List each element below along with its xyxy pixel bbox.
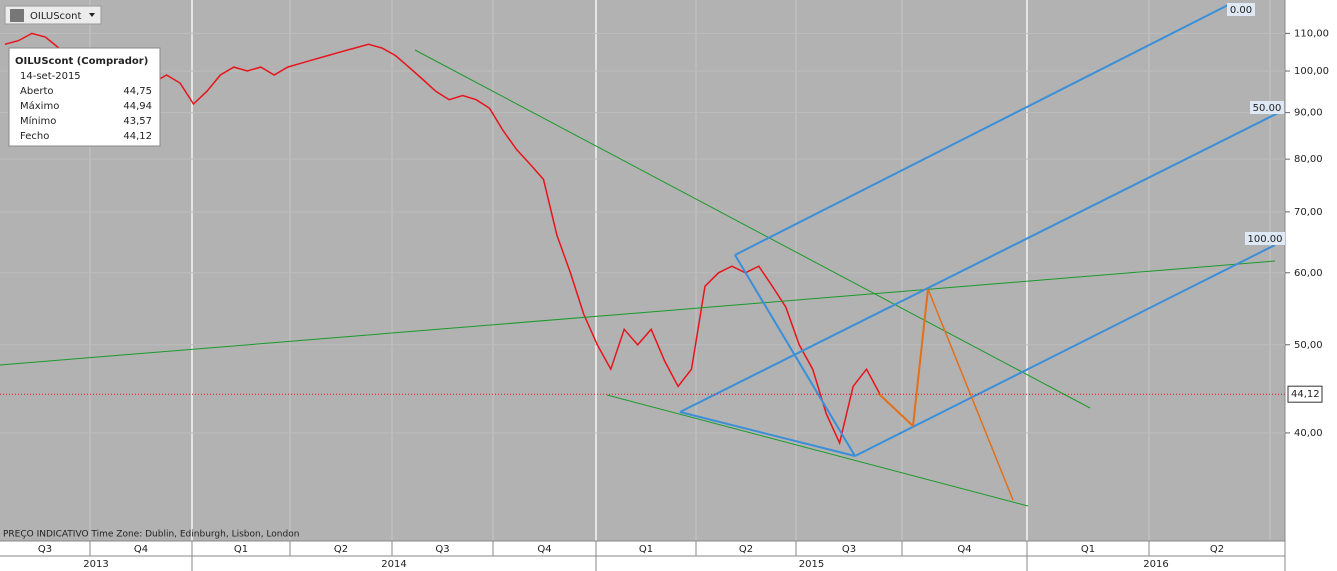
x-tick-label: Q1 [639, 544, 653, 555]
year-label: 2015 [799, 559, 824, 570]
x-tick-label: Q3 [435, 544, 449, 555]
info-value: 43,57 [123, 116, 152, 127]
x-tick-label: Q3 [38, 544, 52, 555]
info-label: Máximo [20, 100, 59, 112]
y-tick-label: 40,00 [1294, 428, 1323, 439]
x-tick-label: Q4 [134, 544, 148, 555]
fib-label: 0.00 [1230, 5, 1252, 16]
info-title: OILUScont (Comprador) [15, 56, 148, 67]
y-tick-label: 90,00 [1294, 108, 1323, 119]
info-label: Aberto [20, 86, 54, 97]
v-grid [89, 0, 1271, 541]
x-tick-label: Q2 [739, 544, 753, 555]
symbol[interactable]: OILUScont [30, 11, 82, 22]
y-tick-label: 110,00 [1294, 28, 1329, 39]
x-tick-label: Q1 [234, 544, 248, 555]
x-tick-label: Q4 [537, 544, 551, 555]
info-value: 44,94 [123, 101, 152, 112]
last-price-box [1287, 385, 1323, 403]
y-tick-label: 80,00 [1294, 154, 1323, 165]
year-label: 2013 [83, 559, 108, 570]
drawings [0, 4, 1281, 507]
x-tick-label: Q4 [957, 544, 971, 555]
dropdown-arrow [89, 13, 95, 17]
footer: PREÇO INDICATIVO Time Zone: Dublin, Edin… [3, 530, 299, 540]
x-tick-label: Q1 [1081, 544, 1095, 555]
price-axis-bg [1285, 0, 1337, 571]
x-tick-label: Q2 [334, 544, 348, 555]
y-tick-label: 60,00 [1294, 268, 1323, 279]
info-label: Mínimo [20, 115, 56, 127]
info-box [8, 47, 161, 147]
info-value: 44,75 [123, 86, 152, 97]
info-label: Fecho [20, 131, 49, 142]
year-label: 2016 [1143, 559, 1168, 570]
year-label: 2014 [381, 559, 406, 570]
y-tick-label: 70,00 [1294, 207, 1323, 218]
symbol-selector[interactable] [4, 5, 102, 25]
plot-bg [0, 0, 1285, 541]
y-tick-label: 50,00 [1294, 340, 1323, 351]
fib-label: 100.00 [1248, 234, 1283, 245]
info-date: 14-set-2015 [20, 71, 81, 82]
x-tick-label: Q3 [842, 544, 856, 555]
fib-label: 50.00 [1253, 103, 1282, 114]
x-tick-label: Q2 [1210, 544, 1224, 555]
info-value: 44,12 [123, 131, 152, 142]
icon [10, 9, 24, 22]
y-tick-label: 100,00 [1294, 66, 1329, 77]
last-price-label: 44,12 [1291, 389, 1320, 400]
fib-labels: 0.00 50.00 100.00 [1227, 3, 1285, 245]
